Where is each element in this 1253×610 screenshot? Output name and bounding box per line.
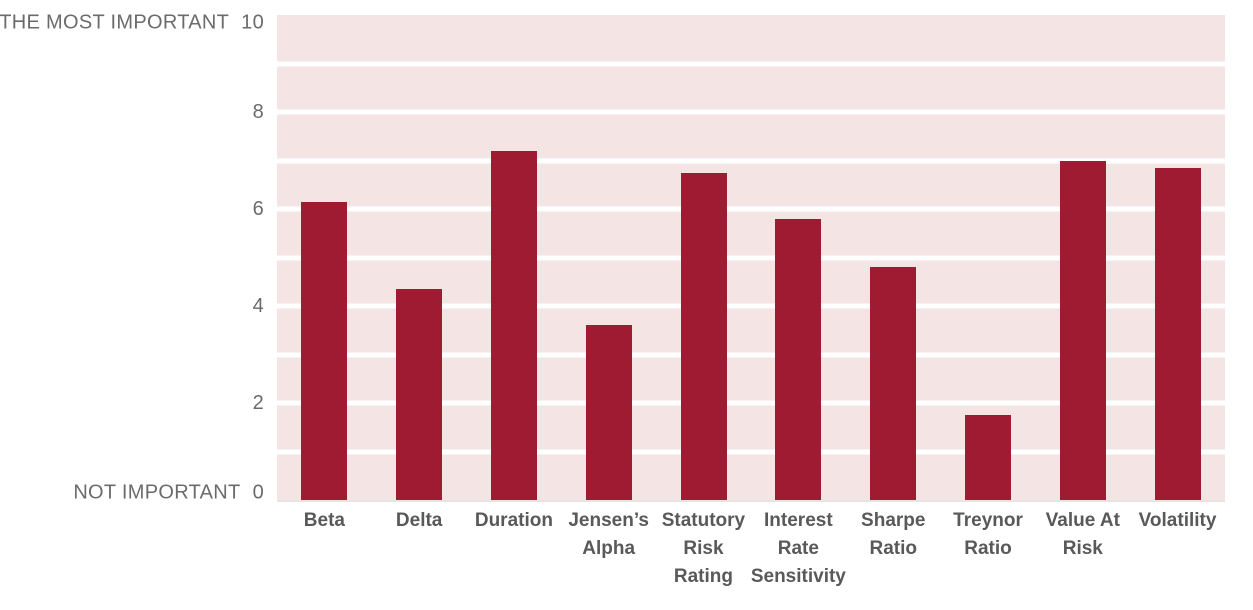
gridline-2 bbox=[277, 400, 1225, 406]
y-tick-value: 8 bbox=[252, 101, 264, 123]
gridline-3 bbox=[277, 352, 1225, 357]
category-label-sharpe-ratio: Sharpe Ratio bbox=[846, 507, 941, 591]
bar-jensen-s-alpha bbox=[585, 325, 632, 500]
category-label-line: Statutory bbox=[661, 510, 746, 531]
category-label-volatility: Volatility bbox=[1130, 507, 1225, 591]
category-label-treynor-ratio: Treynor Ratio bbox=[941, 507, 1036, 591]
bar-slot-beta bbox=[277, 15, 372, 500]
category-label-line: Treynor bbox=[953, 510, 1023, 531]
category-label-line: Duration bbox=[474, 510, 553, 531]
bar-slot-statutory-risk-rating bbox=[656, 15, 751, 500]
category-label-value-at-risk: Value At Risk bbox=[1035, 507, 1130, 591]
bar-slot-volatility bbox=[1130, 15, 1225, 500]
bar-slot-duration bbox=[467, 15, 562, 500]
category-label-line: Value At bbox=[1045, 510, 1120, 531]
y-axis-annotation: THE MOST IMPORTANT bbox=[0, 11, 230, 34]
x-axis-line bbox=[277, 500, 1225, 502]
y-tick-6: 6 bbox=[253, 197, 264, 221]
category-label-line: Rate bbox=[777, 538, 819, 559]
bar-treynor-ratio bbox=[964, 415, 1011, 500]
y-tick-value: 2 bbox=[252, 392, 264, 414]
category-label-line: Risk bbox=[683, 538, 724, 559]
category-label-line: Sharpe bbox=[861, 510, 926, 531]
bar-slot-value-at-risk bbox=[1035, 15, 1130, 500]
y-tick-value: 0 bbox=[252, 481, 264, 504]
plot-area bbox=[277, 15, 1225, 502]
category-label-line: Rating bbox=[673, 566, 733, 587]
x-axis-labels: Beta Delta Duration Jensen’s Alpha Statutory R… bbox=[277, 507, 1225, 591]
category-label-jensen-s-alpha: Jensen’s Alpha bbox=[561, 507, 656, 591]
category-label-delta: Delta bbox=[372, 507, 467, 591]
category-label-line: Interest bbox=[764, 510, 833, 531]
gridline-9 bbox=[277, 61, 1225, 66]
gridline-4 bbox=[277, 303, 1225, 309]
bar-slot-treynor-ratio bbox=[941, 15, 1036, 500]
category-label-line: Alpha bbox=[582, 538, 636, 559]
category-label-line: Jensen’s bbox=[568, 510, 649, 531]
y-tick-8: 8 bbox=[253, 100, 264, 124]
bar-statutory-risk-rating bbox=[680, 172, 727, 500]
y-tick-0: NOT IMPORTANT 0 bbox=[73, 480, 264, 504]
y-tick-4: 4 bbox=[253, 294, 264, 318]
gridline-7 bbox=[277, 158, 1225, 163]
category-label-beta: Beta bbox=[277, 507, 372, 591]
category-label-line: Beta bbox=[303, 510, 345, 531]
bar-value-at-risk bbox=[1059, 160, 1106, 500]
bar-interest-rate-sensitivity bbox=[775, 218, 822, 500]
gridline-8 bbox=[277, 109, 1225, 115]
bar-duration bbox=[490, 150, 537, 500]
y-tick-value: 10 bbox=[241, 11, 264, 34]
y-tick-value: 4 bbox=[252, 295, 264, 317]
category-label-line: Delta bbox=[395, 510, 443, 531]
y-tick-value: 6 bbox=[252, 198, 264, 220]
bar-delta bbox=[396, 289, 443, 500]
bars-container bbox=[277, 15, 1225, 500]
gridline-6 bbox=[277, 206, 1225, 212]
category-label-duration: Duration bbox=[467, 507, 562, 591]
category-label-line: Sensitivity bbox=[750, 566, 846, 587]
bar-sharpe-ratio bbox=[870, 267, 917, 500]
bar-slot-sharpe-ratio bbox=[846, 15, 941, 500]
bar-slot-jensen-s-alpha bbox=[561, 15, 656, 500]
category-label-line: Ratio bbox=[964, 538, 1012, 559]
gridline-5 bbox=[277, 255, 1225, 260]
gridline-1 bbox=[277, 449, 1225, 454]
y-axis: THE MOST IMPORTANT 10 8 6 4 2 NOT IMPORTANT 0 bbox=[0, 12, 264, 504]
category-label-statutory-risk-rating: Statutory Risk Rating bbox=[656, 507, 751, 591]
category-label-line: Ratio bbox=[869, 538, 918, 559]
bar-slot-interest-rate-sensitivity bbox=[751, 15, 846, 500]
bar-beta bbox=[301, 201, 348, 500]
category-label-line: Risk bbox=[1062, 538, 1103, 559]
bar-slot-delta bbox=[372, 15, 467, 500]
bar-volatility bbox=[1154, 167, 1201, 500]
y-tick-2: 2 bbox=[253, 391, 264, 415]
y-axis-annotation: NOT IMPORTANT bbox=[73, 481, 241, 504]
y-tick-10: THE MOST IMPORTANT 10 bbox=[0, 11, 264, 35]
category-label-interest-rate-sensitivity: Interest Rate Sensitivity bbox=[751, 507, 846, 591]
category-label-line: Volatility bbox=[1138, 510, 1217, 531]
